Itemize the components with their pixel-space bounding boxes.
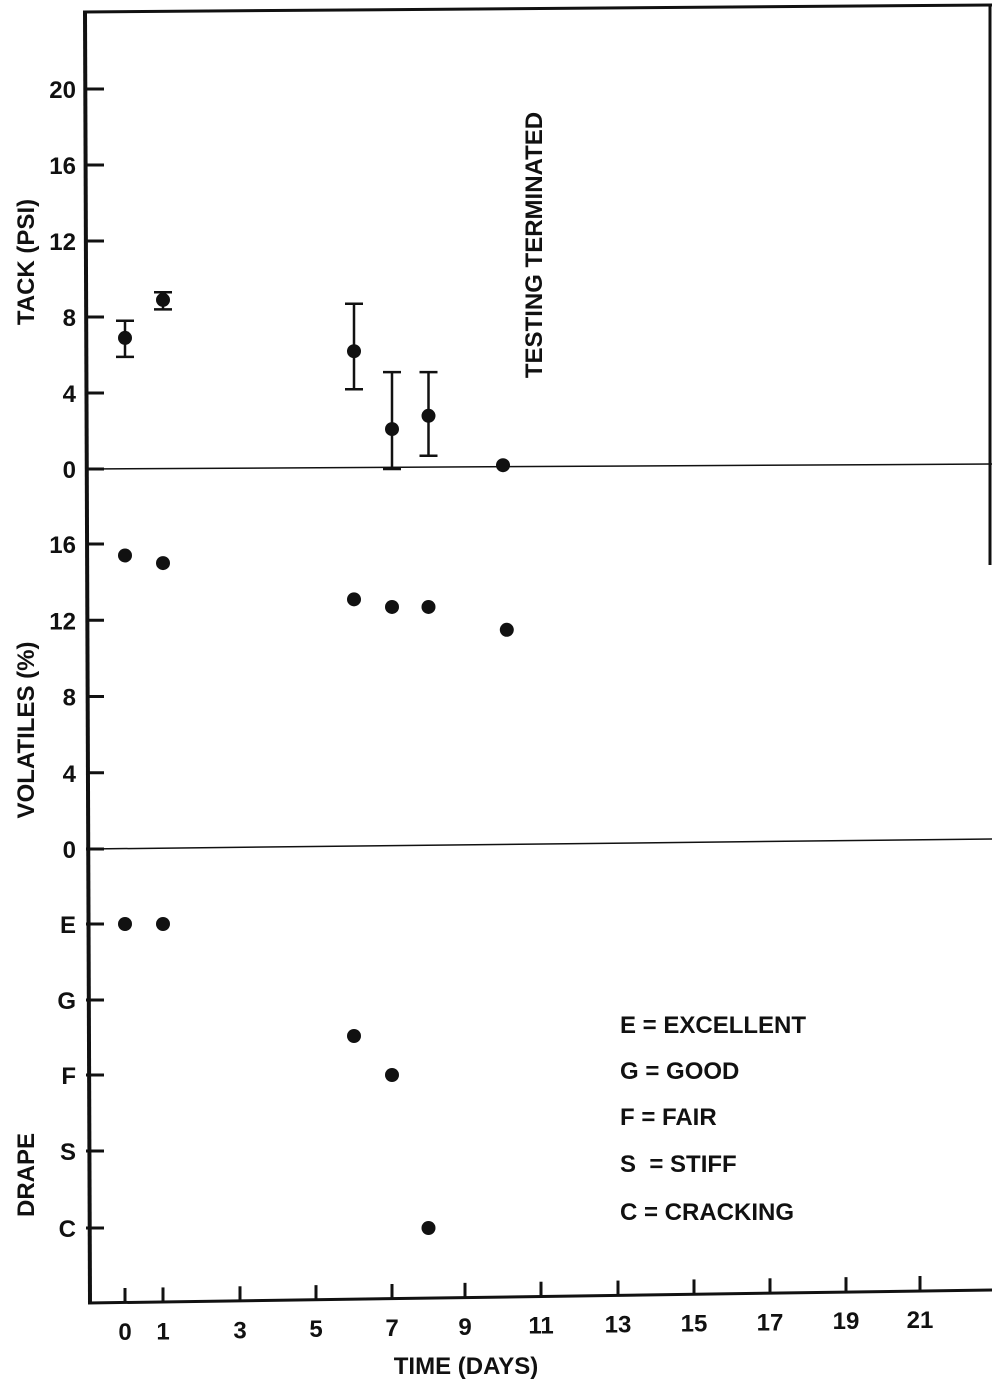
drape-point [421,1221,436,1235]
volatiles-axis-title: VOLATILES (%) [13,642,40,819]
drape-y-tick-label: S [60,1139,76,1166]
tack-point [156,292,170,307]
drape-y-tick-label: F [61,1063,76,1090]
drape-axis-title: DRAPE [13,1133,40,1217]
drape-y-tick-label: E [60,912,76,939]
volatiles-y-tick-label: 12 [49,608,76,635]
tack-baseline [85,463,992,470]
x-tick-label: 13 [605,1312,632,1339]
x-axis-title: TIME (DAYS) [394,1353,538,1380]
x-tick-label: 9 [458,1314,471,1341]
volatiles-point [118,548,132,563]
tack-y-tick-label: 16 [49,153,76,180]
drape-point [156,917,170,931]
tack-axis-title: TACK (PSI) [13,199,40,325]
left-axis-line [83,11,92,1305]
volatiles-y-tick-label: 8 [63,685,76,712]
drape-legend: E = EXCELLENT G = GOOD F = FAIR S = STIF… [620,1012,806,1226]
legend-item-good: G = GOOD [620,1058,739,1085]
drape-point [347,1029,361,1043]
x-tick-label: 7 [385,1315,398,1342]
tack-point [347,344,361,359]
tack-y-tick-label: 12 [49,229,76,256]
drape-y-tick-label: C [59,1216,76,1243]
x-tick-label: 15 [681,1310,708,1337]
tack-point [496,458,510,473]
tack-y-tick-label: 8 [63,305,76,332]
bottom-axis-line [87,1288,992,1305]
drape-point [385,1068,399,1082]
drape-y-tick-label: G [57,988,76,1015]
testing-terminated-annotation: TESTING TERMINATED [521,112,548,378]
x-tick-label: 17 [757,1309,784,1336]
volatiles-point [499,622,514,637]
tack-y-tick-label: 0 [63,457,76,484]
top-border-line [82,3,992,14]
volatiles-baseline [87,838,992,850]
volatiles-y-tick-label: 4 [63,761,77,788]
volatiles-point [385,599,399,614]
legend-item-fair: F = FAIR [620,1104,717,1131]
x-tick-label: 11 [528,1313,553,1340]
tack-y-tick-label: 20 [49,77,76,104]
x-tick-label: 5 [309,1316,322,1343]
legend-item-stiff: S = STIFF [620,1151,737,1178]
volatiles-y-tick-label: 0 [63,837,76,864]
volatiles-point [421,599,436,614]
volatiles-point [347,592,361,607]
x-tick-label: 19 [833,1308,860,1335]
x-tick-label: 3 [233,1317,246,1344]
x-tick-label: 21 [907,1307,934,1334]
tack-point [421,408,436,423]
legend-item-excellent: E = EXCELLENT [620,1012,806,1039]
x-tick-label: 0 [118,1319,131,1346]
volatiles-point [156,556,170,571]
volatiles-y-tick-label: 16 [49,532,76,559]
tack-point [118,330,132,345]
legend-item-cracking: C = CRACKING [620,1199,794,1226]
marks-layer [116,291,514,1235]
drape-point [118,917,132,931]
tack-y-tick-label: 4 [63,381,77,408]
x-tick-label: 1 [156,1318,169,1345]
tack-point [385,422,399,437]
